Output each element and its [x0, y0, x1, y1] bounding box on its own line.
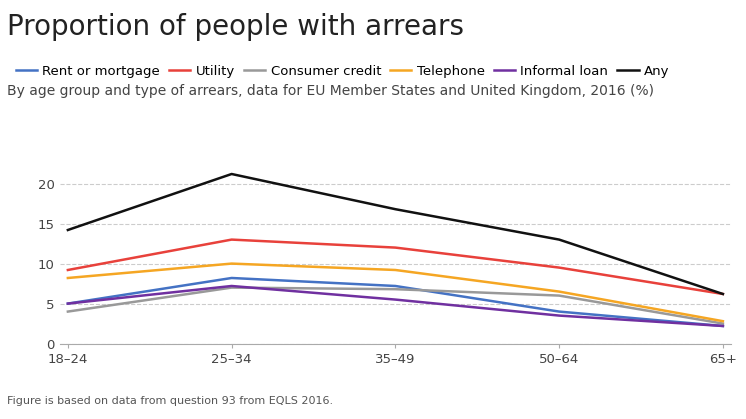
Line: Utility: Utility: [68, 240, 723, 294]
Utility: [391, 245, 400, 250]
Telephone: [555, 289, 564, 294]
Any: [391, 207, 400, 212]
Any: [555, 237, 564, 242]
Telephone: [227, 261, 236, 266]
Informal loan: [555, 313, 564, 318]
Consumer credit: [555, 293, 564, 298]
Informal loan: [63, 301, 72, 306]
Utility: [555, 265, 564, 270]
Legend: Rent or mortgage, Utility, Consumer credit, Telephone, Informal loan, Any: Rent or mortgage, Utility, Consumer cred…: [16, 65, 669, 78]
Informal loan: [391, 297, 400, 302]
Rent or mortgage: [391, 284, 400, 289]
Line: Telephone: Telephone: [68, 264, 723, 321]
Line: Consumer credit: Consumer credit: [68, 287, 723, 323]
Utility: [227, 237, 236, 242]
Consumer credit: [718, 321, 727, 326]
Text: Proportion of people with arrears: Proportion of people with arrears: [7, 13, 465, 41]
Consumer credit: [391, 287, 400, 292]
Utility: [63, 267, 72, 272]
Any: [63, 228, 72, 233]
Telephone: [718, 319, 727, 324]
Utility: [718, 292, 727, 297]
Line: Rent or mortgage: Rent or mortgage: [68, 278, 723, 326]
Rent or mortgage: [718, 323, 727, 328]
Rent or mortgage: [63, 301, 72, 306]
Text: Figure is based on data from question 93 from EQLS 2016.: Figure is based on data from question 93…: [7, 396, 333, 406]
Telephone: [63, 275, 72, 280]
Informal loan: [718, 323, 727, 328]
Any: [227, 171, 236, 176]
Consumer credit: [63, 309, 72, 314]
Line: Any: Any: [68, 174, 723, 294]
Any: [718, 292, 727, 297]
Text: By age group and type of arrears, data for EU Member States and United Kingdom, : By age group and type of arrears, data f…: [7, 84, 654, 98]
Consumer credit: [227, 285, 236, 290]
Line: Informal loan: Informal loan: [68, 286, 723, 326]
Telephone: [391, 267, 400, 272]
Informal loan: [227, 284, 236, 289]
Rent or mortgage: [227, 275, 236, 280]
Rent or mortgage: [555, 309, 564, 314]
